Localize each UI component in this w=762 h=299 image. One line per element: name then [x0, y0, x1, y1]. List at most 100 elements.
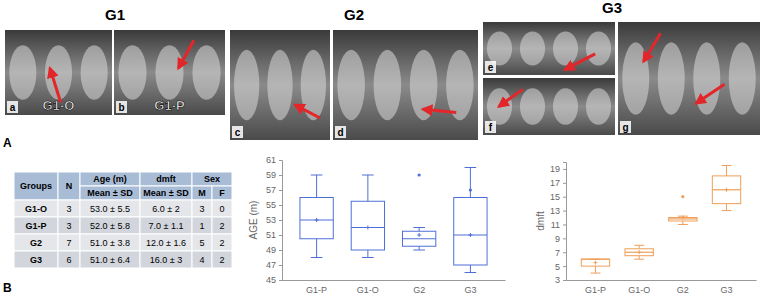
whisker-cap-low	[311, 257, 323, 258]
header-cell	[212, 186, 232, 200]
x-axis: G1-PG1-OG2G3	[283, 280, 506, 295]
outlier	[418, 173, 421, 176]
figure: G1G2G3aG1-ObG1-PcdefgABGroupsNAge (m)Mea…	[0, 0, 762, 299]
box-marks	[300, 168, 487, 273]
mean-marker	[681, 216, 685, 220]
y-tick: 13	[550, 206, 566, 216]
subheader-text: F	[219, 188, 225, 198]
tooth-shape	[586, 32, 611, 66]
tick-label: G1-P	[585, 285, 606, 295]
tick-label: G1-P	[306, 285, 327, 295]
mean-marker	[366, 226, 370, 230]
whisker-cap-high	[413, 227, 425, 228]
tooth-shape	[553, 88, 578, 124]
mean-marker	[593, 261, 597, 265]
tick-label: 45	[266, 275, 276, 285]
radiograph-panel: g	[618, 22, 760, 135]
whisker-cap-low	[591, 273, 601, 274]
tick-label: 55	[266, 200, 276, 210]
tick-mark	[279, 175, 282, 176]
tick-label: 3	[555, 275, 560, 285]
box	[712, 176, 740, 204]
whisker-cap-low	[465, 272, 477, 273]
table-cell	[140, 234, 192, 251]
whisker-low	[367, 250, 368, 258]
axis-line	[283, 280, 506, 281]
subheader-text: M	[198, 188, 206, 198]
box-chart: 454749515355575961G1-PG1-OG2G3AGE (m)	[248, 155, 506, 295]
table-cell	[58, 251, 80, 268]
x-tick: G1-O	[357, 280, 379, 295]
tick-label: 9	[555, 234, 560, 244]
whisker-cap-high	[362, 175, 374, 176]
y-tick: 5	[555, 261, 566, 271]
panel-letter: b	[118, 102, 124, 113]
header-cell	[192, 172, 232, 186]
radiograph-image	[483, 78, 615, 135]
table-text: 1	[199, 221, 204, 231]
table-text: 6	[66, 255, 71, 265]
mean-marker	[637, 250, 641, 254]
table-text: 16.0 ± 3	[150, 255, 182, 265]
table-cell	[80, 251, 140, 268]
tooth-shape	[586, 88, 611, 124]
radiograph-panel: d	[333, 30, 478, 140]
table-cell	[212, 217, 232, 234]
tooth-shape	[337, 50, 365, 120]
tick-label: G2	[413, 285, 425, 295]
table-text: 0	[219, 204, 224, 214]
box	[402, 231, 435, 246]
tick-mark	[279, 220, 282, 221]
whisker-cap-low	[634, 259, 644, 260]
y-axis-title: AGE (m)	[248, 201, 259, 240]
whisker-low	[726, 204, 727, 211]
radiograph-image	[5, 30, 112, 115]
tick-mark	[279, 205, 282, 206]
header-text: N	[66, 181, 73, 191]
panel-letter: c	[235, 127, 241, 138]
box	[581, 259, 609, 266]
subheader-text: Mean ± SD	[87, 188, 133, 198]
x-tick: G3	[721, 280, 733, 295]
tooth-shape	[267, 50, 292, 120]
panel-label: G1-P	[154, 98, 185, 113]
table-cell	[58, 234, 80, 251]
y-tick: 53	[266, 215, 282, 225]
table-text: 51.0 ± 6.4	[90, 255, 130, 265]
tooth-shape	[729, 42, 756, 114]
tick-label: 59	[266, 170, 276, 180]
tooth-shape	[622, 42, 649, 114]
whisker-low	[682, 221, 683, 224]
table-cell	[212, 234, 232, 251]
x-axis: G1-PG1-OG2G3	[567, 280, 757, 295]
table-text: 2	[219, 238, 224, 248]
outlier	[469, 188, 472, 191]
tooth-shape	[520, 88, 545, 124]
red-arrow	[565, 54, 595, 70]
axis-line	[567, 280, 757, 281]
header-cell	[140, 186, 192, 200]
box	[454, 198, 487, 266]
tick-mark	[563, 280, 566, 281]
red-arrow	[499, 89, 523, 106]
table-cell	[14, 217, 58, 234]
panel-letter-bg	[620, 121, 631, 133]
x-tick: G2	[413, 280, 425, 295]
whisker-cap-high	[634, 245, 644, 246]
radiograph-image	[114, 30, 225, 115]
y-tick: 45	[266, 275, 282, 285]
table-text: 2	[219, 221, 224, 231]
panel-letter: f	[489, 122, 493, 133]
tick-mark	[279, 235, 282, 236]
whisker-cap-high	[465, 167, 477, 168]
table-cell	[192, 200, 212, 217]
tick-mark	[563, 238, 566, 239]
tooth-shape	[118, 45, 146, 99]
red-arrow	[696, 84, 724, 103]
table-cell	[140, 200, 192, 217]
table-text: G1-O	[25, 204, 47, 214]
tick-mark	[279, 280, 282, 281]
tick-mark	[563, 183, 566, 184]
table-text: G1-P	[25, 221, 46, 231]
table-cell	[58, 217, 80, 234]
